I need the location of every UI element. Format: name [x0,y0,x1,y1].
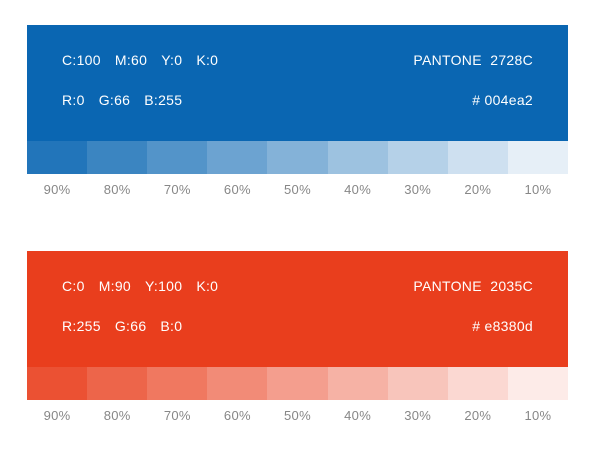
value-token: G:66 [114,318,147,334]
hex-label: # e8380d [472,318,533,334]
tint-cell-10 [507,367,568,400]
cmyk-values: C:0 M:90 Y:100 K:0 [62,279,218,293]
tint-percent-label: 80% [103,408,131,423]
tint-percent-label: 50% [284,182,311,197]
value-token: C:100 [62,52,101,68]
tint-cell-20 [447,367,508,400]
tint-strip-red [27,367,568,400]
value-token: M:90 [98,278,132,294]
tint-cell-60 [207,367,268,400]
cmyk-values: C:100 M:60 Y:0 K:0 [62,53,218,67]
value-token: B:255 [144,92,183,108]
tint-cell-20 [447,141,508,174]
tint-labels-row-blue: 90% 80% 70% 60% 50% 40% 30% 20% 10% [27,182,568,197]
tint-cell-30 [387,141,448,174]
value-token: G:66 [98,92,131,108]
color-swatch-group-blue: C:100 M:60 Y:0 K:0 PANTONE 2728C R:0 G:66 B:2… [27,25,568,197]
tint-cell-90 [27,367,88,400]
tint-percent-label: 70% [163,182,191,197]
tint-percent-label: 40% [344,182,372,197]
value-token: R:255 [62,318,101,334]
value-token: K:0 [196,52,219,68]
tint-percent-label: 90% [43,408,71,423]
value-token: Y:100 [145,278,183,294]
tint-cell-40 [327,141,388,174]
tint-cell-70 [147,367,208,400]
pantone-label: PANTONE 2035C [413,278,533,294]
value-token: M:60 [114,52,148,68]
rgb-hex-row: R:255 G:66 B:0 # e8380d [62,319,533,333]
tint-cell-50 [267,367,328,400]
tint-percent-label: 60% [223,182,251,197]
value-token: K:0 [196,278,219,294]
tint-strip-blue [27,141,568,174]
pantone-label: PANTONE 2728C [413,52,533,68]
rgb-values: R:255 G:66 B:0 [62,319,182,333]
tint-cell-60 [207,141,268,174]
tint-percent-label: 90% [43,182,71,197]
tint-cell-80 [87,141,148,174]
tint-percent-label: 60% [223,408,251,423]
value-token: R:0 [62,92,85,108]
main-swatch-blue: C:100 M:60 Y:0 K:0 PANTONE 2728C R:0 G:66 B:2… [27,25,568,141]
rgb-hex-row: R:0 G:66 B:255 # 004ea2 [62,93,533,107]
tint-cell-80 [87,367,148,400]
tint-percent-label: 10% [524,182,552,197]
value-token: B:0 [160,318,183,334]
tint-percent-label: 30% [404,408,432,423]
tint-cell-50 [267,141,328,174]
hex-label: # 004ea2 [472,92,533,108]
value-token: C:0 [62,278,85,294]
tint-cell-40 [327,367,388,400]
tint-percent-label: 20% [464,408,492,423]
cmyk-pantone-row: C:100 M:60 Y:0 K:0 PANTONE 2728C [62,53,533,67]
tint-percent-label: 40% [344,408,372,423]
tint-percent-label: 20% [464,182,492,197]
tint-cell-90 [27,141,88,174]
value-token: Y:0 [161,52,183,68]
tint-percent-label: 70% [163,408,191,423]
tint-percent-label: 30% [404,182,432,197]
tint-percent-label: 80% [103,182,131,197]
tint-cell-30 [387,367,448,400]
cmyk-pantone-row: C:0 M:90 Y:100 K:0 PANTONE 2035C [62,279,533,293]
tint-percent-label: 50% [284,408,311,423]
color-swatch-group-red: C:0 M:90 Y:100 K:0 PANTONE 2035C R:255 G:66 B… [27,251,568,423]
tint-labels-row-red: 90% 80% 70% 60% 50% 40% 30% 20% 10% [27,408,568,423]
tint-percent-label: 10% [524,408,552,423]
tint-cell-70 [147,141,208,174]
rgb-values: R:0 G:66 B:255 [62,93,182,107]
main-swatch-red: C:0 M:90 Y:100 K:0 PANTONE 2035C R:255 G:66 B… [27,251,568,367]
tint-cell-10 [507,141,568,174]
